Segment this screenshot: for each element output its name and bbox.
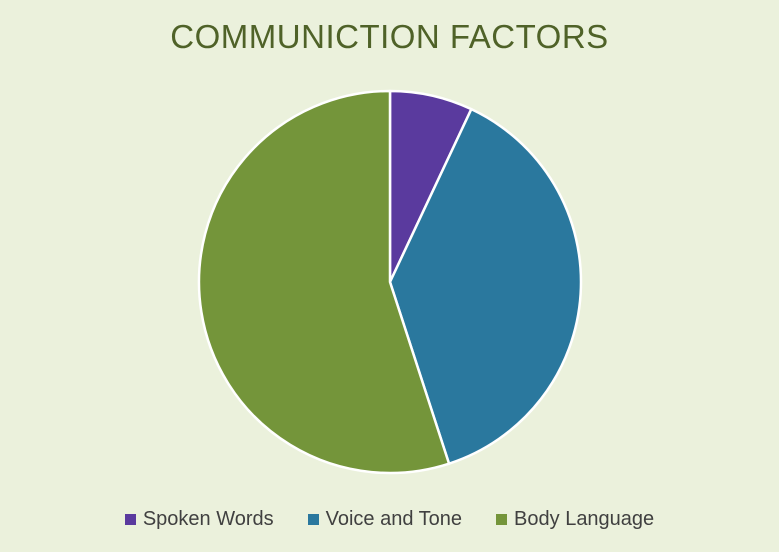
chart-title: COMMUNICTION FACTORS (170, 18, 609, 55)
legend-item-body-language: Body Language (496, 508, 654, 531)
pie-slice-body-language (197, 89, 451, 475)
pie-slice-voice-and-tone (388, 107, 583, 465)
legend-label-voice-and-tone: Voice and Tone (325, 507, 463, 530)
legend-item-voice-and-tone: Voice and Tone (307, 507, 463, 531)
legend-label-body-language: Body Language (514, 507, 655, 530)
legend-swatch-voice-and-tone (307, 513, 319, 525)
legend-item-spoken-words: Spoken Words (124, 507, 274, 531)
legend-swatch-spoken-words (124, 513, 136, 525)
legend-label-spoken-words: Spoken Words (142, 507, 274, 530)
pie-slices (197, 89, 583, 475)
legend-swatch-body-language (496, 513, 508, 525)
legend: Spoken Words Voice and Tone Body Languag… (0, 505, 779, 533)
